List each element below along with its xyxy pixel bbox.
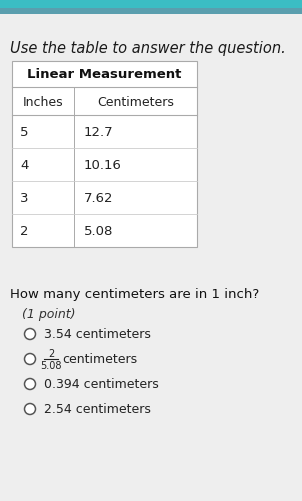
Text: 10.16: 10.16 [84,159,122,172]
Text: How many centimeters are in 1 inch?: How many centimeters are in 1 inch? [10,288,259,301]
Text: 12.7: 12.7 [84,126,114,139]
Text: 2: 2 [20,224,28,237]
Text: 3.54 centimeters: 3.54 centimeters [44,328,151,341]
FancyBboxPatch shape [0,0,302,9]
Text: Centimeters: Centimeters [97,95,174,108]
Text: 3: 3 [20,191,28,204]
FancyBboxPatch shape [0,9,302,15]
Text: 5: 5 [20,126,28,139]
Text: 7.62: 7.62 [84,191,114,204]
Circle shape [24,329,36,340]
Text: 4: 4 [20,159,28,172]
Text: 2: 2 [48,348,54,358]
Circle shape [24,354,36,365]
Text: 2.54 centimeters: 2.54 centimeters [44,403,151,416]
FancyBboxPatch shape [12,62,197,247]
Circle shape [24,404,36,415]
Text: 5.08: 5.08 [84,224,113,237]
Text: Inches: Inches [23,95,63,108]
Text: Use the table to answer the question.: Use the table to answer the question. [10,41,286,56]
Text: (1 point): (1 point) [22,308,76,320]
Text: 0.394 centimeters: 0.394 centimeters [44,378,159,391]
Text: 5.08: 5.08 [40,360,62,370]
Text: Linear Measurement: Linear Measurement [27,68,182,81]
Circle shape [24,379,36,390]
Text: centimeters: centimeters [62,353,137,366]
